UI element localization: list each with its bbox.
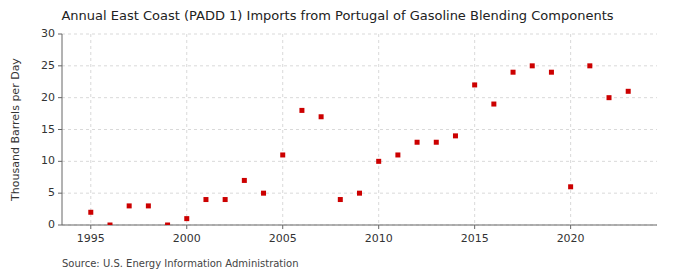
y-tick xyxy=(58,65,62,66)
point xyxy=(127,203,132,208)
grid xyxy=(62,34,657,225)
y-tick-label: 15 xyxy=(41,123,55,136)
y-grid-line xyxy=(62,161,657,162)
x-grid-line xyxy=(282,34,283,225)
x-tick-label: 2020 xyxy=(557,232,585,245)
point xyxy=(395,152,400,157)
x-tick xyxy=(90,225,91,229)
y-tick xyxy=(58,161,62,162)
x-grid-line xyxy=(570,34,571,225)
y-tick xyxy=(58,225,62,226)
point xyxy=(357,191,362,196)
y-tick-label: 20 xyxy=(41,91,55,104)
point xyxy=(434,140,439,145)
point xyxy=(453,133,458,138)
point xyxy=(607,95,612,100)
point xyxy=(549,70,554,75)
y-tick xyxy=(58,129,62,130)
x-tick-label: 1995 xyxy=(77,232,105,245)
chart: 0 5 10 15 20 25 30 1995 2000 2005 2010 2015 2020 Annu… xyxy=(0,0,675,275)
point xyxy=(88,210,93,215)
x-tick xyxy=(378,225,379,229)
point xyxy=(376,159,381,164)
source-note: Source: U.S. Energy Information Administ… xyxy=(62,258,299,269)
point xyxy=(280,152,285,157)
points xyxy=(88,63,630,225)
title: Annual East Coast (PADD 1) Imports from … xyxy=(61,8,613,23)
point xyxy=(568,184,573,189)
y-grid-line xyxy=(62,97,657,98)
y-tick-label: 5 xyxy=(48,186,55,199)
x-tick xyxy=(570,225,571,229)
point xyxy=(203,197,208,202)
x-grid-line xyxy=(186,34,187,225)
y-tick xyxy=(58,193,62,194)
point xyxy=(261,191,266,196)
point xyxy=(626,89,631,94)
point xyxy=(107,223,112,226)
x-tick-label: 2005 xyxy=(269,232,297,245)
x-grid-line xyxy=(90,34,91,225)
point xyxy=(223,197,228,202)
x-axis-line xyxy=(62,225,657,226)
y-grid-line xyxy=(62,225,657,226)
point xyxy=(319,114,324,119)
x-tick-label: 2015 xyxy=(461,232,489,245)
x-grid-line xyxy=(474,34,475,225)
point xyxy=(299,108,304,113)
y-tick xyxy=(58,97,62,98)
y-grid-line xyxy=(62,129,657,130)
point xyxy=(165,223,170,226)
y-tick-label: 25 xyxy=(41,59,55,72)
point xyxy=(415,140,420,145)
point xyxy=(472,82,477,87)
y-tick-label: 10 xyxy=(41,154,55,167)
y-tick-label: 30 xyxy=(41,27,55,40)
point xyxy=(511,70,516,75)
x-tick xyxy=(186,225,187,229)
y-grid-line xyxy=(62,34,657,35)
y-grid-line xyxy=(62,65,657,66)
point xyxy=(587,63,592,68)
x-tick xyxy=(474,225,475,229)
point xyxy=(146,203,151,208)
y-tick-label: 0 xyxy=(48,218,55,231)
point xyxy=(184,216,189,221)
point xyxy=(491,102,496,107)
x-grid-line xyxy=(378,34,379,225)
point xyxy=(242,178,247,183)
point xyxy=(530,63,535,68)
y-tick xyxy=(58,34,62,35)
y-axis: 0 5 10 15 20 25 30 xyxy=(41,27,62,231)
y-axis-label: Thousand Barrels per Day xyxy=(9,58,22,202)
x-axis: 1995 2000 2005 2010 2015 2020 xyxy=(77,225,585,245)
x-tick-label: 2010 xyxy=(365,232,393,245)
x-tick xyxy=(282,225,283,229)
x-tick-label: 2000 xyxy=(173,232,201,245)
page: {"chart_data": {"type": "scatter", "titl… xyxy=(0,0,675,275)
point xyxy=(338,197,343,202)
